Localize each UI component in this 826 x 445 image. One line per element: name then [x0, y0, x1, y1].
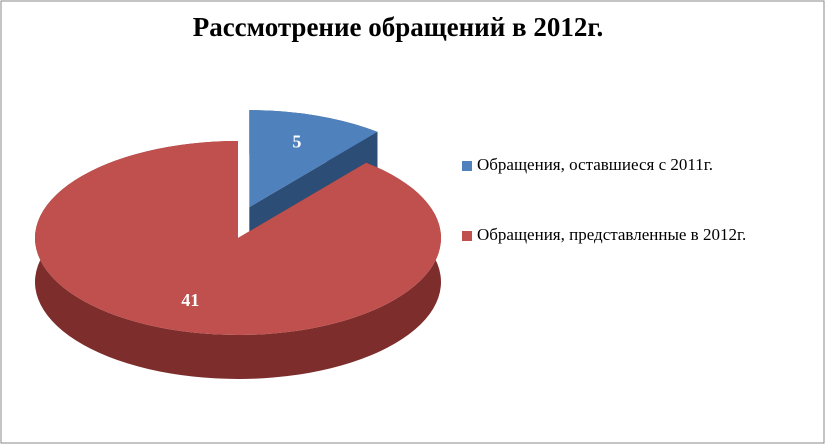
legend-swatch [462, 231, 472, 241]
chart-title: Рассмотрение обращений в 2012г. [193, 12, 604, 42]
legend: Обращения, оставшиеся с 2011г. Обращения,… [462, 155, 746, 244]
legend-label: Обращения, оставшиеся с 2011г. [477, 155, 713, 174]
legend-swatch [462, 161, 472, 171]
pie: 5 41 [34, 110, 441, 379]
legend-label: Обращения, представленные в 2012г. [477, 225, 746, 244]
data-label: 5 [292, 131, 301, 151]
pie-slice: 41 [34, 141, 441, 379]
data-label: 41 [181, 290, 199, 310]
slice-top [34, 141, 441, 335]
slice-top [249, 110, 378, 208]
